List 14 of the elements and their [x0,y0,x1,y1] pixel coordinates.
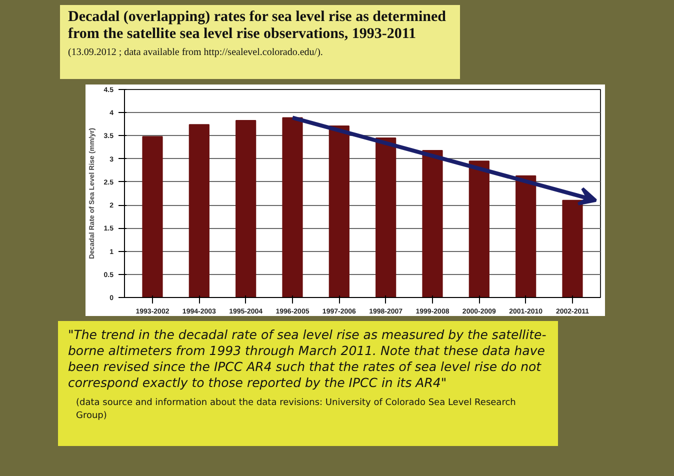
bar [142,136,163,298]
bar [422,150,443,298]
bar [562,200,583,298]
bar [516,175,536,298]
bar [282,117,303,298]
chart-title: Decadal (overlapping) rates for sea level rise as determined from the satellite sea level rise observations, 1993-2011 [68,9,447,43]
bar [188,124,210,298]
chart-subtitle: (13.09.2012 ; data available from http://sealevel.colorado.edu/). [68,46,324,60]
bar [236,120,256,298]
bar [376,138,396,298]
text: (data source and information about the data revisions: University of Colorado Sea Level Research Group) [76,397,517,423]
bar [468,160,490,298]
bar [328,126,350,298]
text: "The trend in the decadal rate of sea level rise as measured by the satellite-borne altimeters from 1993 through March 2011. Note that these data have been revised since the IPCC AR4 such that the rates of sea level rise do not correspond exactly to those reported by the IPCC in its AR4" [68,327,548,391]
